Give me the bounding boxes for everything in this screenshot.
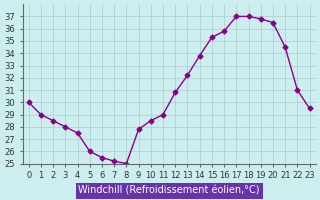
X-axis label: Windchill (Refroidissement éolien,°C): Windchill (Refroidissement éolien,°C) — [78, 186, 260, 196]
